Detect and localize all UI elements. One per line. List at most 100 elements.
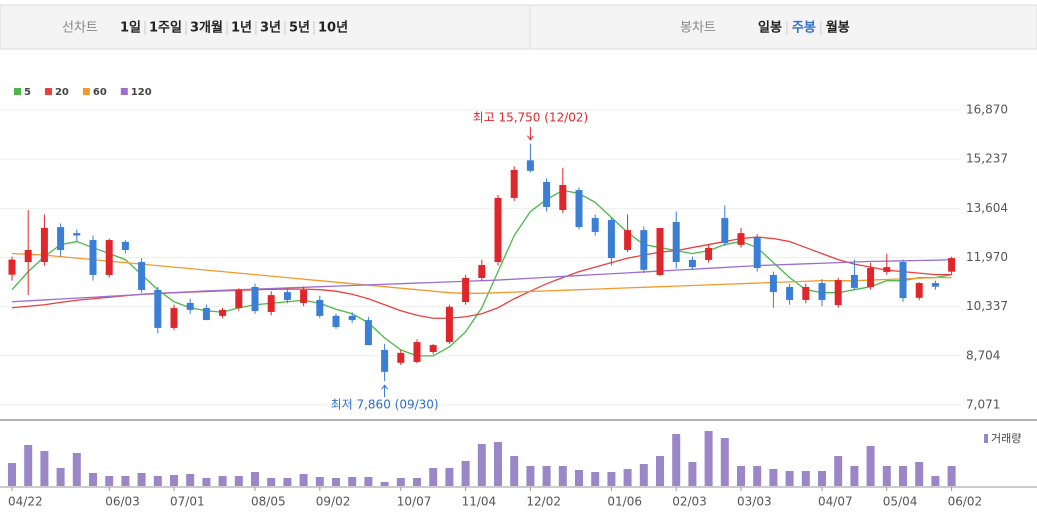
candle-body xyxy=(251,286,259,312)
volume-bar xyxy=(24,445,33,486)
volume-bar xyxy=(558,466,567,486)
tab[interactable]: 월봉 xyxy=(826,20,850,36)
volume-bar xyxy=(688,462,697,486)
volume-bar xyxy=(866,446,875,486)
x-tick-label: 04/22 xyxy=(8,495,43,509)
volume-bar xyxy=(672,434,681,486)
volume-bar xyxy=(753,466,762,486)
volume-bar xyxy=(720,438,729,486)
candle-body xyxy=(721,218,729,244)
legend-label: 20 xyxy=(55,87,69,98)
candle-body xyxy=(899,262,907,299)
candle-body xyxy=(591,218,599,232)
candle-body xyxy=(931,283,939,287)
volume-bar xyxy=(40,451,49,486)
tab[interactable]: 1주일 xyxy=(149,21,182,36)
volume-bar xyxy=(429,468,438,486)
volume-bar xyxy=(526,466,535,486)
volume-bar xyxy=(639,464,648,486)
volume-bar xyxy=(186,474,195,486)
candle-body xyxy=(867,268,875,287)
volume-bar xyxy=(332,478,340,486)
volume-bar xyxy=(850,466,859,486)
y-tick-label: 7,071 xyxy=(966,397,1000,411)
volume-bar xyxy=(769,469,778,486)
candle-body xyxy=(737,233,745,245)
candle-body xyxy=(283,292,291,300)
tab[interactable]: 1일 xyxy=(120,21,141,36)
x-tick-label: 09/02 xyxy=(316,495,351,509)
candle-body xyxy=(364,320,372,346)
y-tick-label: 15,237 xyxy=(966,152,1008,166)
volume-bar xyxy=(445,468,454,486)
legend-label: 5 xyxy=(24,87,31,98)
x-tick-label: 06/03 xyxy=(105,495,140,509)
candle-body xyxy=(640,230,648,270)
volume-bar xyxy=(494,442,502,486)
volume-bar xyxy=(299,474,308,486)
candle-body xyxy=(607,219,615,259)
volume-bar xyxy=(413,478,421,486)
candle-body xyxy=(316,299,324,316)
candle-body xyxy=(202,308,210,321)
legend-swatch xyxy=(984,434,988,443)
candle-body xyxy=(672,221,680,263)
tab-label: 봉차트 xyxy=(680,21,716,36)
candle-body xyxy=(219,309,227,316)
candle-body xyxy=(40,228,48,263)
candle-body xyxy=(89,240,97,275)
candle-body xyxy=(705,247,713,260)
volume-bar xyxy=(510,456,519,486)
volume-label: 거래량 xyxy=(991,432,1021,445)
candle-body xyxy=(818,283,826,300)
volume-bar xyxy=(121,476,130,486)
volume-bar xyxy=(364,477,373,486)
volume-bar xyxy=(251,472,259,486)
candle-body xyxy=(445,306,453,343)
candle-body xyxy=(688,259,696,268)
volume-bar xyxy=(153,476,162,486)
volume-bar xyxy=(882,466,891,486)
volume-bar xyxy=(591,472,600,486)
tab[interactable]: 5년 xyxy=(289,21,310,36)
candle-body xyxy=(300,290,308,303)
tab[interactable]: 주봉 xyxy=(792,21,816,36)
candle-body xyxy=(850,274,858,288)
volume-bar xyxy=(170,475,178,486)
candle-body xyxy=(494,197,502,263)
candle-body xyxy=(786,286,794,300)
volume-bar xyxy=(267,478,276,486)
x-tick-label: 01/06 xyxy=(607,495,642,509)
x-tick-label: 08/05 xyxy=(251,495,286,509)
x-tick-label: 04/07 xyxy=(818,495,853,509)
tab[interactable]: 3년 xyxy=(260,21,281,36)
volume-bar xyxy=(477,444,486,486)
candle-body xyxy=(462,277,470,303)
candle-body xyxy=(397,352,405,363)
volume-bar xyxy=(542,466,551,486)
annotation: 최고 15,750 (12/02) xyxy=(473,110,589,124)
volume-bar xyxy=(818,471,826,486)
annotation-arrow xyxy=(381,384,388,398)
candle-body xyxy=(915,283,923,298)
candle-body xyxy=(526,160,534,171)
candle-body xyxy=(235,290,243,309)
tab[interactable]: 10년 xyxy=(318,21,348,36)
volume-bar xyxy=(89,473,97,486)
candle-body xyxy=(429,345,437,352)
y-tick-label: 11,970 xyxy=(966,250,1008,264)
volume-bar xyxy=(315,477,324,486)
tab[interactable]: 일봉 xyxy=(758,21,782,36)
volume-bar xyxy=(461,461,470,486)
candle-body xyxy=(8,259,16,275)
tab[interactable]: 1년 xyxy=(231,21,252,36)
candle-body xyxy=(559,184,567,210)
candle-body xyxy=(332,315,340,328)
tab[interactable]: 3개월 xyxy=(190,20,223,36)
volume-bar xyxy=(283,478,292,486)
volume-bar xyxy=(656,456,664,486)
volume-bar xyxy=(396,478,405,486)
candle-body xyxy=(753,237,761,269)
candle-body xyxy=(186,302,194,310)
volume-bar xyxy=(348,477,357,486)
